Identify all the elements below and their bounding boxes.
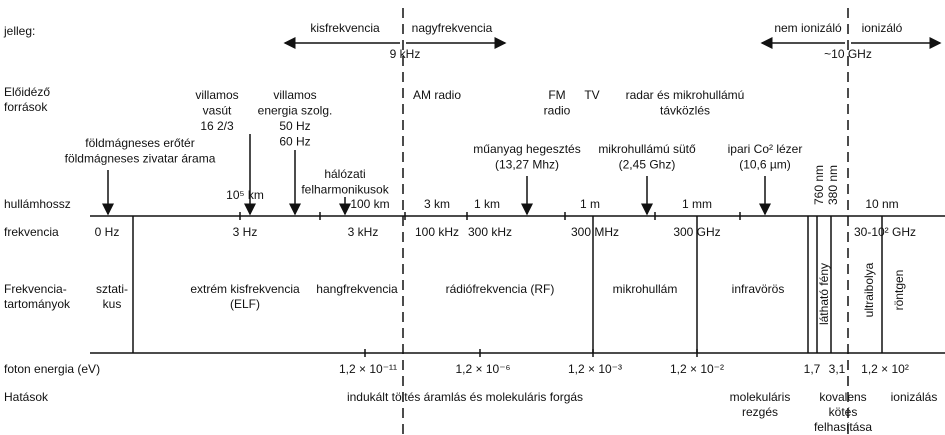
- range-label: sztati-: [96, 282, 128, 296]
- wavelength-label: 1 mm: [682, 197, 712, 211]
- photon-energy-label: 1,2 × 10⁻²: [670, 362, 724, 376]
- character-label: ~10 GHz: [824, 47, 872, 61]
- source-label: (2,45 Ghz): [619, 158, 676, 172]
- source-label: távközlés: [660, 104, 710, 118]
- source-label: felharmonikusok: [301, 183, 389, 197]
- character-label: 9 kHz: [390, 47, 421, 61]
- source-label: mikrohullámú sütő: [598, 142, 696, 156]
- effect-label: indukált töltés áramlás és molekuláris f…: [347, 390, 583, 404]
- effect-label: ionizálás: [891, 390, 938, 404]
- effect-label: kötés: [829, 405, 858, 419]
- row-label: jelleg:: [3, 24, 35, 38]
- source-label: villamos: [195, 88, 238, 102]
- row-label: Előidéző: [4, 85, 50, 99]
- wavelength-label: 100 km: [350, 197, 389, 211]
- source-label: radar és mikrohullámú: [626, 88, 745, 102]
- row-label: hullámhossz: [4, 197, 71, 211]
- frequency-label: 30-10² GHz: [854, 225, 916, 239]
- range-label: röntgen: [892, 270, 906, 311]
- frequency-label: 3 Hz: [233, 225, 258, 239]
- row-label: Hatások: [4, 390, 49, 404]
- photon-energy-label: 1,2 × 10⁻⁶: [456, 362, 511, 376]
- photon-energy-label: 1,2 × 10⁻¹¹: [339, 362, 397, 376]
- source-label: radio: [544, 104, 571, 118]
- range-label: rádiófrekvencia (RF): [446, 282, 555, 296]
- source-label: földmágneses zivatar árama: [65, 152, 216, 166]
- wavelength-label: 1 km: [474, 197, 500, 211]
- wavelength-label: 760 nm: [812, 165, 826, 205]
- range-label: látható fény: [817, 263, 831, 325]
- row-label: foton energia (eV): [4, 362, 100, 376]
- source-label: energia szolg.: [258, 104, 333, 118]
- character-label: nem ionizáló: [774, 21, 842, 35]
- source-label: AM radio: [413, 88, 461, 102]
- source-label: vasút: [203, 104, 232, 118]
- source-label: FM: [548, 88, 565, 102]
- source-label: földmágneses erőtér: [85, 136, 194, 150]
- source-label: TV: [584, 88, 599, 102]
- photon-energy-label: 1,2 × 10⁻³: [568, 362, 622, 376]
- range-label: mikrohullám: [613, 282, 678, 296]
- wavelength-label: 1 m: [580, 197, 600, 211]
- photon-energy-label: 3,1: [829, 362, 846, 376]
- character-label: kisfrekvencia: [310, 21, 380, 35]
- source-label: (13,27 Mhz): [495, 158, 559, 172]
- source-label: (10,6 µm): [739, 158, 791, 172]
- frequency-label: 0 Hz: [95, 225, 120, 239]
- source-label: hálózati: [324, 167, 365, 181]
- range-label: kus: [103, 297, 122, 311]
- effect-label: rezgés: [742, 405, 778, 419]
- effect-label: felhasítása: [814, 420, 872, 434]
- wavelength-label: 10 nm: [865, 197, 898, 211]
- frequency-label: 300 kHz: [468, 225, 512, 239]
- range-label: extrém kisfrekvencia: [190, 282, 300, 296]
- range-label: ultraibolya: [862, 262, 876, 317]
- range-label: hangfrekvencia: [316, 282, 398, 296]
- photon-energy-label: 1,2 × 10²: [861, 362, 909, 376]
- source-label: műanyag hegesztés: [473, 142, 580, 156]
- row-label: frekvencia: [4, 225, 59, 239]
- source-label: 16 2/3: [200, 119, 234, 133]
- character-label: ionizáló: [862, 21, 903, 35]
- wavelength-label: 10⁵ km: [226, 188, 264, 202]
- source-label: villamos: [273, 88, 316, 102]
- wavelength-label: 380 nm: [826, 165, 840, 205]
- frequency-label: 300 MHz: [571, 225, 619, 239]
- range-label: (ELF): [230, 297, 260, 311]
- frequency-label: 3 kHz: [348, 225, 379, 239]
- effect-label: molekuláris: [730, 390, 791, 404]
- character-label: nagyfrekvencia: [412, 21, 493, 35]
- structure: [90, 8, 945, 435]
- frequency-label: 100 kHz: [415, 225, 459, 239]
- photon-energy-label: 1,7: [804, 362, 821, 376]
- wavelength-label: 3 km: [424, 197, 450, 211]
- effect-label: kovalens: [819, 390, 866, 404]
- range-label: infravörös: [732, 282, 785, 296]
- row-label: tartományok: [4, 297, 71, 311]
- source-label: 50 Hz: [279, 119, 310, 133]
- row-label: Frekvencia-: [4, 282, 67, 296]
- row-label: források: [4, 100, 48, 114]
- source-label: ipari Co² lézer: [728, 142, 803, 156]
- source-label: 60 Hz: [279, 135, 310, 149]
